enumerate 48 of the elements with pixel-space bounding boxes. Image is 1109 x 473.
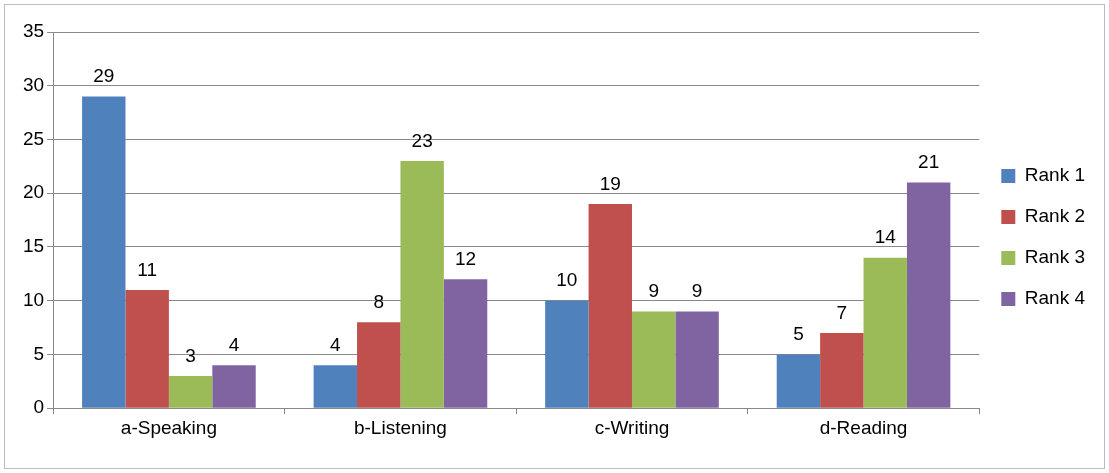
data-label: 11 bbox=[137, 258, 158, 280]
bar bbox=[443, 279, 488, 408]
y-tick-label: 15 bbox=[22, 235, 45, 257]
legend-label: Rank 4 bbox=[1024, 287, 1086, 309]
bar bbox=[776, 354, 821, 408]
y-tick-label: 5 bbox=[33, 342, 45, 364]
y-tick-label: 20 bbox=[22, 181, 45, 203]
data-label: 9 bbox=[691, 280, 703, 302]
data-label: 19 bbox=[599, 172, 621, 194]
data-label: 9 bbox=[648, 280, 659, 302]
bar bbox=[313, 365, 358, 408]
bar bbox=[631, 311, 676, 408]
bar bbox=[820, 332, 864, 408]
data-label: 5 bbox=[793, 323, 804, 345]
bar bbox=[125, 289, 169, 408]
data-label: 14 bbox=[874, 226, 897, 248]
bar bbox=[357, 322, 401, 408]
data-label: 12 bbox=[455, 247, 477, 269]
data-label: 8 bbox=[373, 290, 385, 312]
y-tick-label: 25 bbox=[22, 127, 45, 149]
bar bbox=[168, 375, 213, 408]
data-label: 7 bbox=[836, 301, 848, 323]
bar bbox=[545, 300, 589, 408]
legend-label: Rank 1 bbox=[1024, 164, 1085, 186]
bar bbox=[400, 160, 444, 408]
data-label: 21 bbox=[918, 151, 940, 173]
x-tick-label: a-Speaking bbox=[120, 416, 217, 438]
x-tick-label: d-Reading bbox=[819, 416, 908, 438]
legend-label: Rank 2 bbox=[1024, 205, 1085, 227]
bar bbox=[588, 203, 632, 408]
bar bbox=[863, 257, 907, 408]
y-tick-label: 35 bbox=[22, 20, 45, 42]
y-tick-label: 10 bbox=[22, 288, 45, 310]
data-label: 4 bbox=[228, 333, 240, 355]
x-tick-label: c-Writing bbox=[594, 416, 670, 438]
y-tick-label: 0 bbox=[33, 396, 45, 418]
y-tick-label: 30 bbox=[22, 73, 45, 95]
data-label: 3 bbox=[185, 344, 196, 366]
data-label: 23 bbox=[411, 129, 433, 151]
bar bbox=[82, 96, 126, 408]
bar bbox=[906, 182, 951, 408]
data-label: 29 bbox=[93, 65, 115, 87]
bar bbox=[675, 311, 719, 408]
bar bbox=[212, 365, 256, 408]
data-label: 4 bbox=[330, 333, 342, 355]
x-tick-label: b-Listening bbox=[353, 416, 447, 438]
data-label: 10 bbox=[556, 269, 578, 291]
legend-label: Rank 3 bbox=[1024, 246, 1085, 268]
